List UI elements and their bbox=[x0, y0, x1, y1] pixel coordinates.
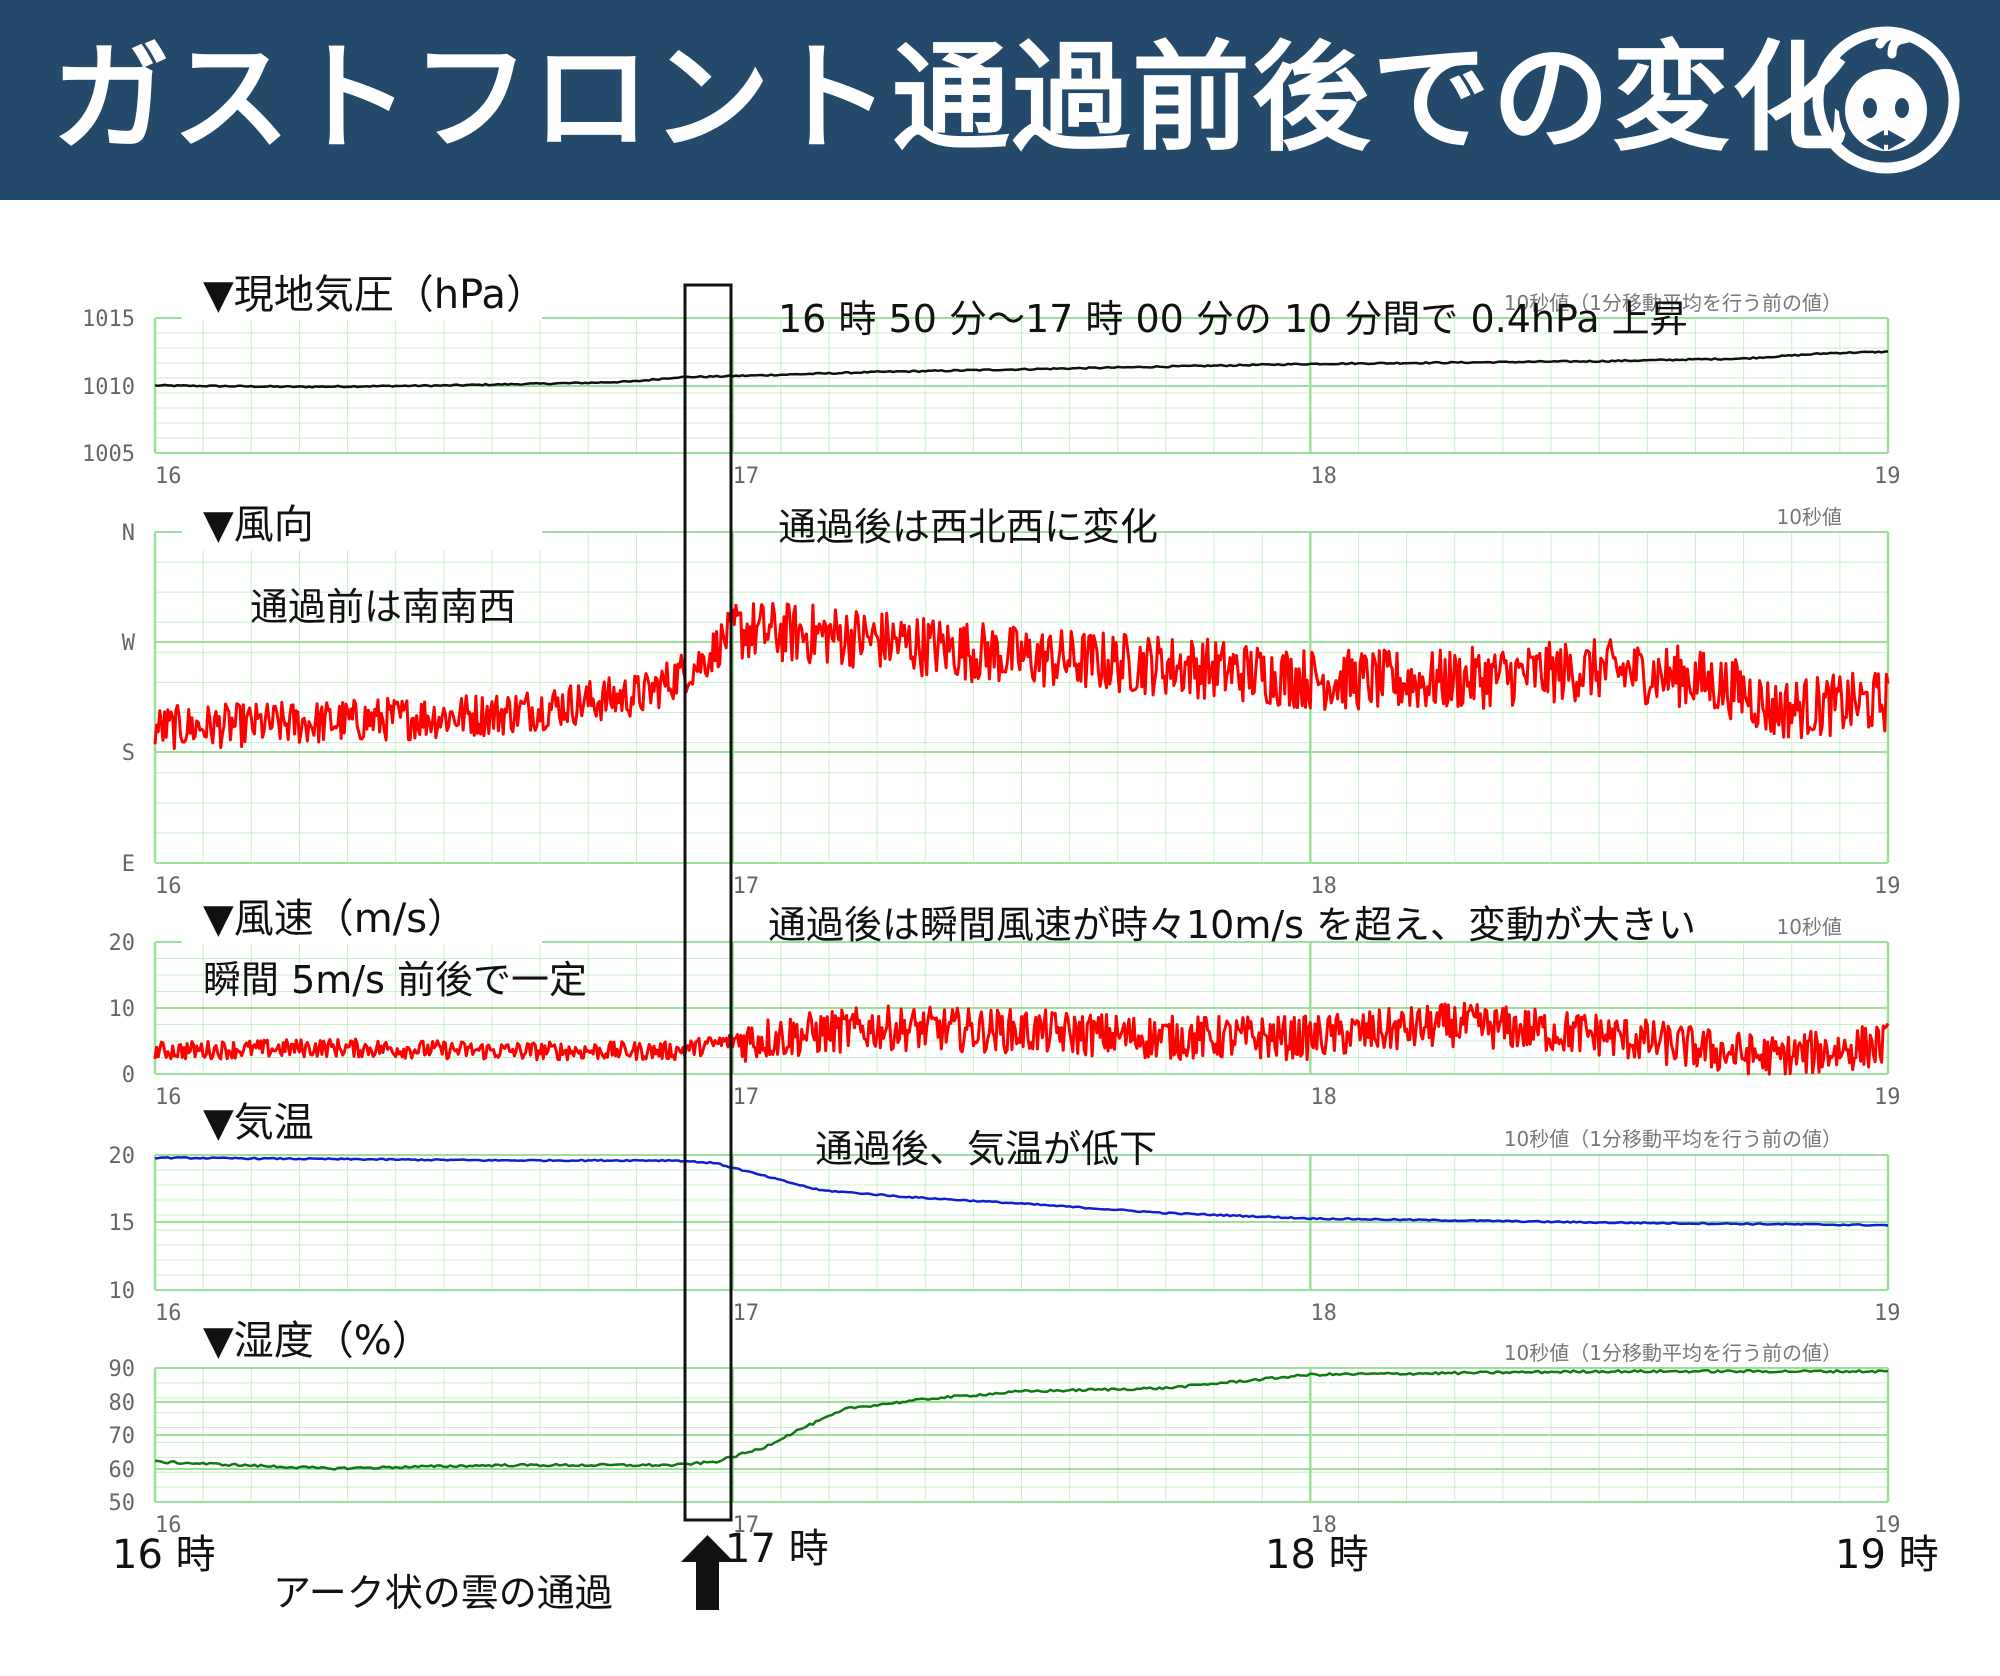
ytick-label: 0 bbox=[122, 1063, 135, 1088]
ytick-label: W bbox=[122, 631, 136, 656]
ytick-label: 10 bbox=[109, 1279, 136, 1304]
hour-tick-label: 19 bbox=[1874, 464, 1901, 489]
mascot-logo-icon bbox=[1812, 26, 1960, 174]
annotation-wind-dir-before: 通過前は南南西 bbox=[250, 585, 516, 629]
panel-title-humidity: ▼湿度（%） bbox=[203, 1318, 432, 1364]
hour-tick-label: 17 bbox=[733, 1085, 760, 1110]
ytick-label: 50 bbox=[109, 1491, 136, 1516]
bottom-label-18: 18 時 bbox=[1265, 1532, 1369, 1578]
annotation-wind-speed-before: 瞬間 5m/s 前後で一定 bbox=[203, 958, 587, 1002]
panel-note: 10秒値 bbox=[1777, 915, 1842, 939]
hour-tick-label: 19 bbox=[1874, 1301, 1901, 1326]
hour-tick-label: 19 bbox=[1874, 874, 1901, 899]
hour-tick-label: 19 bbox=[1874, 1085, 1901, 1110]
hour-tick-label: 17 bbox=[733, 874, 760, 899]
series-line-humidity bbox=[154, 1368, 1889, 1471]
hour-tick-label: 17 bbox=[733, 1301, 760, 1326]
annotation-wind-dir-after: 通過後は西北西に変化 bbox=[778, 505, 1158, 549]
arc-cloud-label: アーク状の雲の通過 bbox=[273, 1571, 613, 1615]
gust-front-window-box bbox=[683, 283, 733, 1522]
ytick-label: N bbox=[122, 521, 135, 546]
bottom-label-17: 17 時 bbox=[725, 1526, 829, 1572]
panel-note: 10秒値（1分移動平均を行う前の値） bbox=[1504, 1341, 1842, 1365]
hour-tick-label: 16 bbox=[155, 874, 182, 899]
ytick-label: 90 bbox=[109, 1357, 136, 1382]
ytick-label: 1015 bbox=[82, 307, 135, 332]
bottom-label-16: 16 時 bbox=[112, 1532, 216, 1578]
hour-tick-label: 18 bbox=[1310, 1513, 1337, 1538]
hour-tick-label: 17 bbox=[733, 464, 760, 489]
hour-tick-label: 19 bbox=[1874, 1513, 1901, 1538]
panel-wind_speed: 20 10 0 16 17 18 19 10秒値 ▼風速（m/s） bbox=[109, 892, 1901, 1110]
hour-tick-label: 16 bbox=[155, 464, 182, 489]
hour-tick-label: 17 bbox=[733, 1513, 760, 1538]
hour-tick-label: 16 bbox=[155, 1513, 182, 1538]
panel-note: 10秒値 bbox=[1777, 505, 1842, 529]
hour-tick-label: 18 bbox=[1310, 464, 1337, 489]
panel-pressure: 1015 1010 1005 16 17 18 19 10秒値（1分移動平均を行う前の値） ▼現… bbox=[82, 268, 1901, 489]
panel-note: 10秒値（1分移動平均を行う前の値） bbox=[1504, 291, 1842, 315]
hour-tick-label: 18 bbox=[1310, 1085, 1337, 1110]
panel-title-wind_speed: ▼風速（m/s） bbox=[203, 896, 467, 942]
panel-note: 10秒値（1分移動平均を行う前の値） bbox=[1504, 1127, 1842, 1151]
ytick-label: 1005 bbox=[82, 442, 135, 467]
panel-title-temperature: ▼気温 bbox=[203, 1100, 314, 1146]
arrow-up-icon bbox=[681, 1535, 734, 1610]
ytick-label: 1010 bbox=[82, 375, 135, 400]
panel-temperature: 20 15 10 16 17 18 19 10秒値（1分移動平均を行う前の値） ▼気温 bbox=[109, 1096, 1901, 1326]
series-line-pressure bbox=[154, 350, 1889, 389]
bottom-label-19: 19 時 bbox=[1835, 1532, 1939, 1578]
series-line-wind_dir bbox=[153, 602, 1890, 751]
annotation-pressure: 16 時 50 分〜17 時 00 分の 10 分間で 0.4hPa 上昇 bbox=[778, 297, 1688, 341]
panel-humidity: 90 80 70 60 50 16 17 18 19 10秒値（1分移動平均を行う前の値） ▼湿度（… bbox=[109, 1314, 1901, 1538]
ytick-label: 70 bbox=[109, 1424, 136, 1449]
header-banner: ガストフロント通過前後での変化 bbox=[0, 0, 2000, 200]
ytick-label: E bbox=[122, 852, 135, 877]
series-line-temperature bbox=[154, 1156, 1889, 1227]
ytick-label: 20 bbox=[109, 931, 136, 956]
page-title: ガストフロント通過前後での変化 bbox=[52, 29, 1853, 167]
ytick-label: 60 bbox=[109, 1458, 136, 1483]
ytick-label: S bbox=[122, 741, 135, 766]
hour-tick-label: 16 bbox=[155, 1085, 182, 1110]
panel-title-pressure: ▼現地気圧（hPa） bbox=[203, 272, 546, 318]
series-line-wind_speed bbox=[153, 1001, 1890, 1076]
annotation-wind-speed-after: 通過後は瞬間風速が時々10m/s を超え、変動が大きい bbox=[768, 903, 1696, 947]
ytick-label: 15 bbox=[109, 1211, 136, 1236]
ytick-label: 20 bbox=[109, 1144, 136, 1169]
hour-tick-label: 16 bbox=[155, 1301, 182, 1326]
ytick-label: 10 bbox=[109, 997, 136, 1022]
ytick-label: 80 bbox=[109, 1391, 136, 1416]
hour-tick-label: 18 bbox=[1310, 874, 1337, 899]
annotations: 16 時 50 分〜17 時 00 分の 10 分間で 0.4hPa 上昇通過後… bbox=[203, 297, 1696, 1171]
panel-title-wind_dir: ▼風向 bbox=[203, 502, 314, 548]
panel-wind_dir: N W S E 16 17 18 19 10秒値 ▼風向 bbox=[122, 498, 1901, 899]
hour-tick-label: 18 bbox=[1310, 1301, 1337, 1326]
annotation-temperature: 通過後、気温が低下 bbox=[815, 1127, 1157, 1171]
